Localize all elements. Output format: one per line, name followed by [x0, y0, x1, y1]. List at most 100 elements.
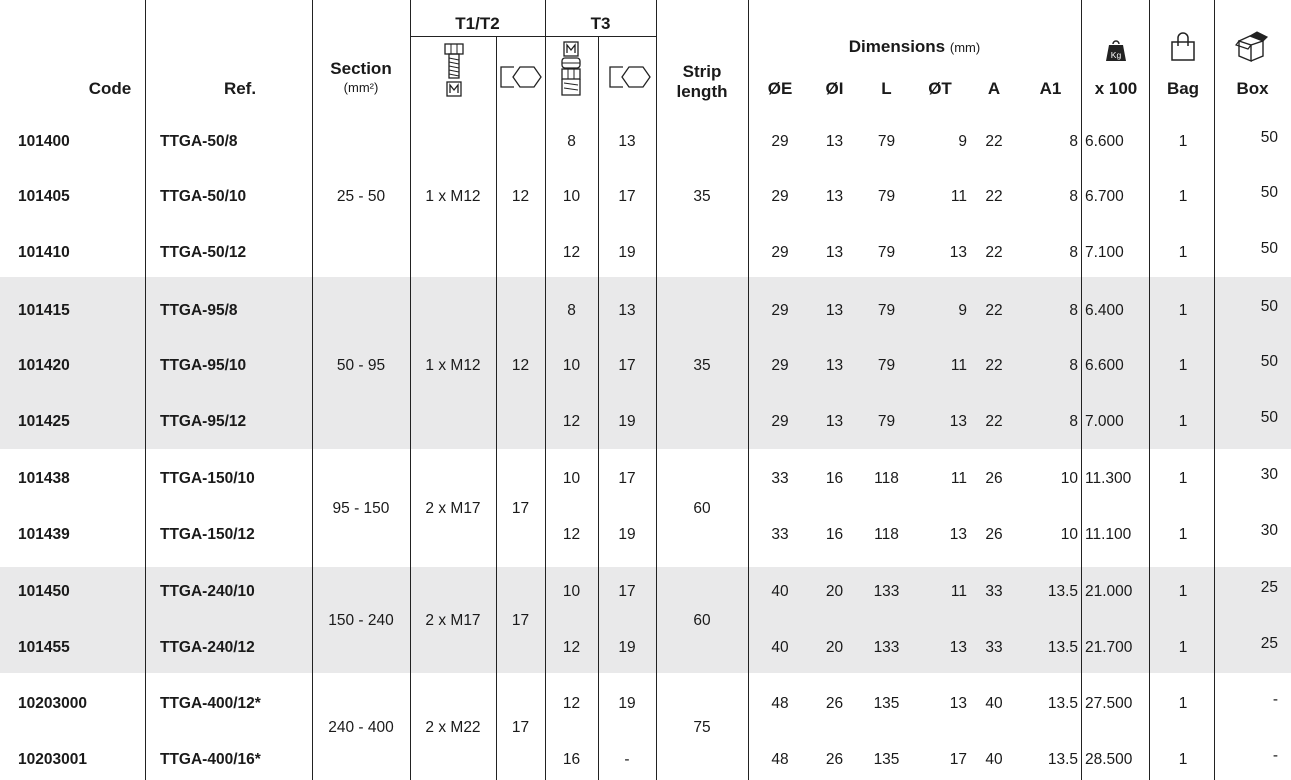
dim-a-value: 22: [985, 357, 1003, 374]
column-divider: [1214, 0, 1215, 780]
dim-l-value: 79: [877, 244, 896, 261]
dim-a-value: 26: [985, 470, 1003, 487]
header-oi: ØI: [825, 79, 844, 98]
dim-l-value: 79: [877, 302, 896, 319]
dim-a-value: 33: [985, 583, 1003, 600]
weight-value: 27.500: [1085, 695, 1133, 712]
bag-value: 1: [1178, 133, 1188, 150]
weight-value: 6.600: [1085, 357, 1124, 374]
t3-key-value: 19: [618, 413, 636, 430]
dim-oe-value: 40: [771, 583, 789, 600]
header-dimensions-unit: (mm): [949, 40, 981, 55]
dim-a-value: 22: [985, 188, 1003, 205]
box-value: 50: [1260, 409, 1278, 426]
header-a1: A1: [1039, 79, 1062, 98]
weight-icon-label: Kg: [1111, 50, 1122, 60]
dim-a-value: 33: [985, 639, 1003, 656]
code-value: 101420: [18, 357, 70, 374]
dim-oe-value: 48: [771, 751, 789, 768]
key-size-value: 17: [511, 500, 530, 517]
section-value: 150 - 240: [328, 612, 394, 629]
dim-a-value: 22: [985, 244, 1003, 261]
code-value: 101400: [18, 133, 70, 150]
t3-key-value: 19: [618, 639, 636, 656]
box-value: 50: [1260, 353, 1278, 370]
bag-value: 1: [1178, 751, 1188, 768]
dim-oe-value: 29: [771, 357, 789, 374]
ref-value: TTGA-50/10: [160, 188, 247, 205]
ref-value: TTGA-95/12: [160, 413, 247, 430]
bolt-value: 2 x M17: [425, 612, 481, 629]
dim-oi-value: 13: [825, 357, 844, 374]
dim-ot-value: 13: [949, 244, 967, 261]
t3-thread-value: 8: [567, 302, 576, 319]
box-icon: [1235, 31, 1269, 63]
bag-value: 1: [1178, 526, 1188, 543]
header-t3: T3: [590, 14, 611, 33]
dim-oi-value: 13: [825, 413, 844, 430]
dim-oe-value: 29: [771, 302, 789, 319]
dim-l-value: 133: [873, 639, 900, 656]
header-dimensions-label: Dimensions: [848, 37, 946, 56]
t3-thread-value: 12: [562, 244, 581, 261]
hex-bolt-icon: [444, 43, 464, 97]
dim-l-value: 118: [874, 470, 899, 487]
dim-a1-value: 8: [1069, 357, 1078, 374]
box-value: 25: [1260, 579, 1278, 596]
t3-key-value: 19: [618, 244, 636, 261]
hexagon-key-icon: [500, 66, 542, 88]
code-value: 101450: [18, 583, 70, 600]
dim-l-value: 133: [873, 583, 900, 600]
header-t1t2: T1/T2: [455, 14, 500, 33]
dim-a-value: 22: [985, 413, 1003, 430]
dim-ot-value: 11: [950, 470, 967, 487]
box-value: -: [1272, 691, 1278, 708]
t3-key-value: 19: [618, 526, 636, 543]
dim-a1-value: 8: [1069, 133, 1078, 150]
t3-thread-value: 16: [562, 751, 581, 768]
dim-oi-value: 13: [825, 244, 844, 261]
column-divider: [496, 36, 497, 780]
header-strip-2: length: [676, 82, 728, 101]
dim-oe-value: 40: [771, 639, 789, 656]
column-divider: [598, 36, 599, 780]
row-band: [0, 277, 1291, 449]
key-size-value: 17: [511, 612, 530, 629]
dim-oi-value: 13: [825, 133, 844, 150]
dim-a1-value: 13.5: [1047, 695, 1078, 712]
column-divider: [748, 0, 749, 780]
bag-value: 1: [1178, 470, 1188, 487]
weight-value: 7.100: [1085, 244, 1124, 261]
bag-value: 1: [1178, 639, 1188, 656]
dim-l-value: 79: [877, 413, 896, 430]
shopping-bag-icon: [1171, 32, 1195, 61]
dim-ot-value: 13: [949, 639, 967, 656]
dim-oi-value: 13: [825, 302, 844, 319]
box-value: 30: [1260, 522, 1278, 539]
code-value: 101439: [18, 526, 70, 543]
dim-oe-value: 29: [771, 244, 789, 261]
weight-value: 11.100: [1085, 526, 1132, 543]
dim-a1-value: 8: [1069, 188, 1078, 205]
bag-value: 1: [1178, 583, 1188, 600]
dim-oe-value: 29: [771, 413, 789, 430]
dim-oe-value: 29: [771, 188, 789, 205]
dim-ot-value: 11: [950, 188, 967, 205]
dim-a1-value: 10: [1060, 470, 1078, 487]
dim-oi-value: 13: [825, 188, 844, 205]
weight-icon: Kg: [1106, 40, 1126, 61]
weight-value: 6.700: [1085, 188, 1124, 205]
header-section: Section: [330, 59, 392, 78]
t3-key-value: -: [624, 751, 630, 768]
dim-oi-value: 16: [825, 526, 844, 543]
weight-value: 6.400: [1085, 302, 1124, 319]
strip-length-value: 35: [693, 357, 711, 374]
ref-value: TTGA-50/8: [160, 133, 238, 150]
box-value: 50: [1260, 298, 1278, 315]
ref-value: TTGA-50/12: [160, 244, 247, 261]
column-divider: [312, 0, 313, 780]
dim-a1-value: 8: [1069, 413, 1078, 430]
ref-value: TTGA-95/8: [160, 302, 238, 319]
dim-a1-value: 10: [1060, 526, 1078, 543]
